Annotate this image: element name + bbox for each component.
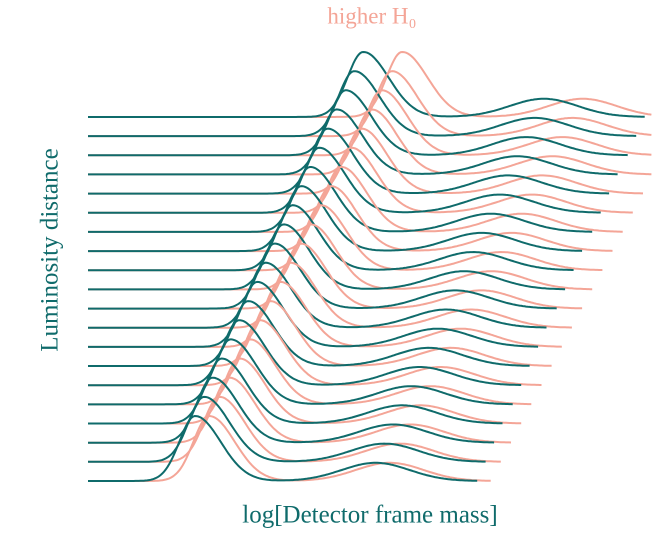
ridge-line (88, 146, 601, 214)
ridge-line (88, 223, 566, 291)
ridge-line (88, 395, 486, 463)
ridge-line (88, 261, 547, 329)
y-axis-label: Luminosity distance (37, 148, 64, 351)
ridge-line (88, 414, 478, 482)
x-axis-label: log[Detector frame mass] (242, 502, 497, 529)
ridge-line (88, 108, 618, 176)
chart-title: higher H₀ (327, 3, 416, 28)
ridge-line (88, 50, 645, 118)
ridge-line (88, 300, 530, 367)
ridge-line (88, 357, 503, 425)
ridge-line (88, 204, 574, 272)
ridge-line (88, 376, 495, 444)
ridge-line (88, 127, 643, 195)
ridge-line (88, 338, 513, 406)
ridge-line (88, 223, 593, 291)
ridge-line (88, 89, 628, 157)
ridge-line (88, 414, 491, 482)
ridge-line (88, 108, 652, 176)
ridge-line (88, 146, 633, 214)
ridge-line (88, 70, 637, 138)
ridge-line (88, 165, 623, 233)
ridge-line (88, 127, 610, 195)
ridge-line (88, 166, 593, 233)
ridge-line (88, 280, 539, 348)
ridge-line (88, 185, 583, 253)
ridge-line (88, 319, 522, 387)
